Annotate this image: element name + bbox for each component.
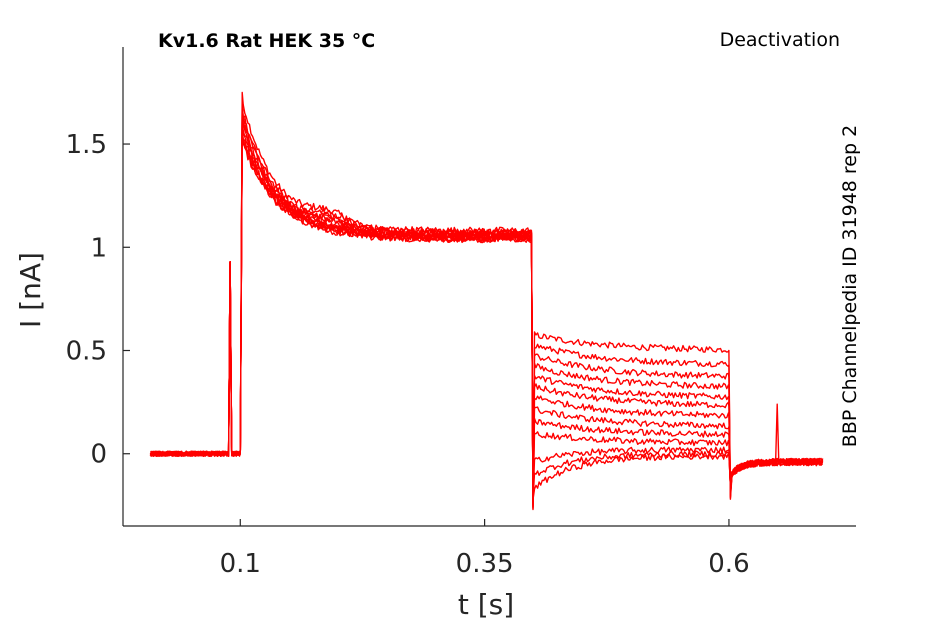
- current-trace-13: [150, 135, 824, 501]
- y-tick-label: 1: [90, 233, 107, 263]
- y-ticks: 0 0.5 1 1.5: [66, 130, 130, 470]
- y-tick-label: 0: [90, 440, 107, 470]
- current-trace-12: [149, 133, 824, 502]
- chart-title: Kv1.6 Rat HEK 35 °C: [158, 30, 375, 52]
- side-label: BBP Channelpedia ID 31948 rep 2: [839, 125, 861, 447]
- x-axis-label: t [s]: [458, 588, 514, 621]
- x-ticks: 0.1 0.35 0.6: [220, 519, 750, 579]
- y-axis-label: I [nA]: [14, 252, 47, 328]
- traces: [149, 91, 824, 511]
- current-trace-6: [149, 118, 824, 507]
- current-trace-5: [149, 114, 823, 507]
- y-tick-label: 0.5: [66, 337, 107, 367]
- x-tick-label: 0.35: [456, 549, 514, 579]
- current-trace-11: [150, 133, 824, 502]
- current-trace-9: [150, 128, 824, 504]
- current-trace-8: [149, 126, 824, 505]
- x-tick-label: 0.6: [708, 549, 749, 579]
- y-tick-label: 1.5: [66, 130, 107, 160]
- x-tick-label: 0.1: [220, 549, 261, 579]
- current-trace-10: [149, 131, 824, 503]
- protocol-label: Deactivation: [720, 29, 840, 51]
- current-trace-4: [149, 110, 824, 508]
- current-trace-7: [149, 122, 824, 506]
- current-trace-1: [149, 91, 824, 511]
